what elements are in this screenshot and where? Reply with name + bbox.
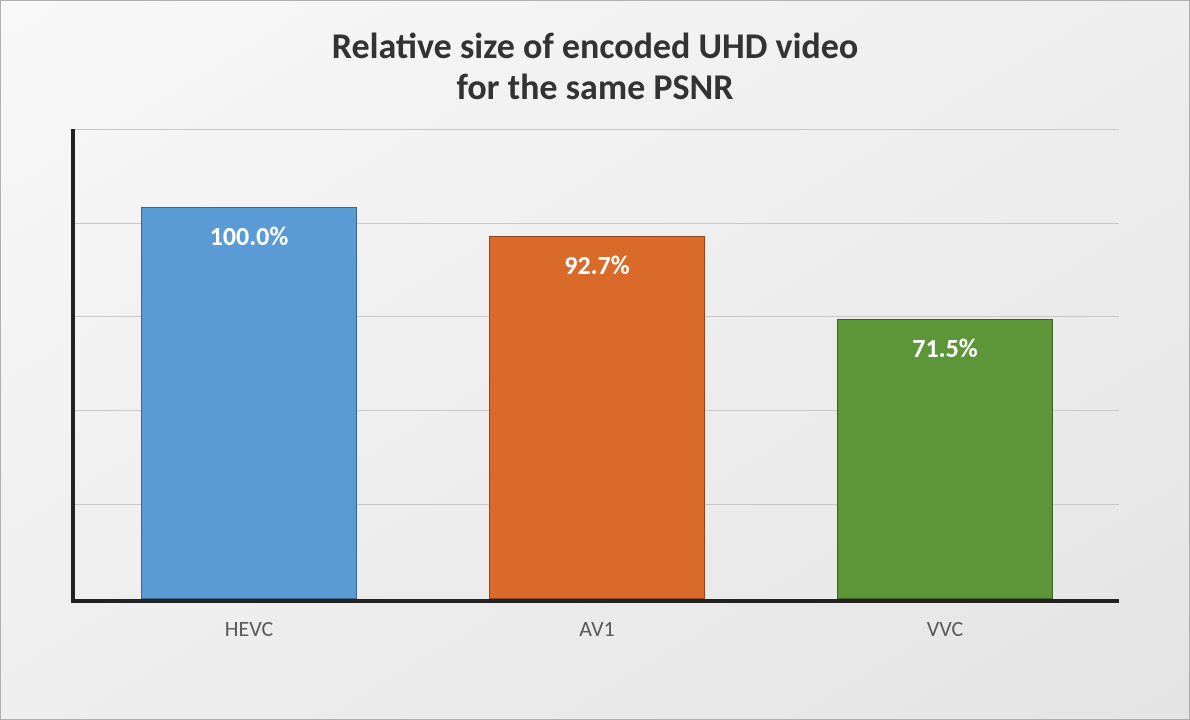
bar-value-label: 71.5% xyxy=(838,332,1052,364)
bar-hevc: 100.0% xyxy=(141,207,357,599)
chart-container: Relative size of encoded UHD video for t… xyxy=(0,0,1190,720)
x-tick-label: AV1 xyxy=(423,615,771,642)
plot-area: 100.0% 92.7% 71.5% xyxy=(71,129,1119,603)
bar-av1: 92.7% xyxy=(489,236,705,599)
bars-group: 100.0% 92.7% 71.5% xyxy=(75,129,1119,599)
bar-vvc: 71.5% xyxy=(837,319,1053,599)
bar-slot: 92.7% xyxy=(423,129,771,599)
bar-slot: 71.5% xyxy=(771,129,1119,599)
bar-slot: 100.0% xyxy=(75,129,423,599)
x-tick-label: VVC xyxy=(771,615,1119,642)
bar-value-label: 100.0% xyxy=(142,220,356,252)
chart-title: Relative size of encoded UHD video for t… xyxy=(21,26,1169,109)
bar-value-label: 92.7% xyxy=(490,249,704,281)
x-tick-label: HEVC xyxy=(75,615,423,642)
x-axis: HEVCAV1VVC xyxy=(75,615,1119,642)
